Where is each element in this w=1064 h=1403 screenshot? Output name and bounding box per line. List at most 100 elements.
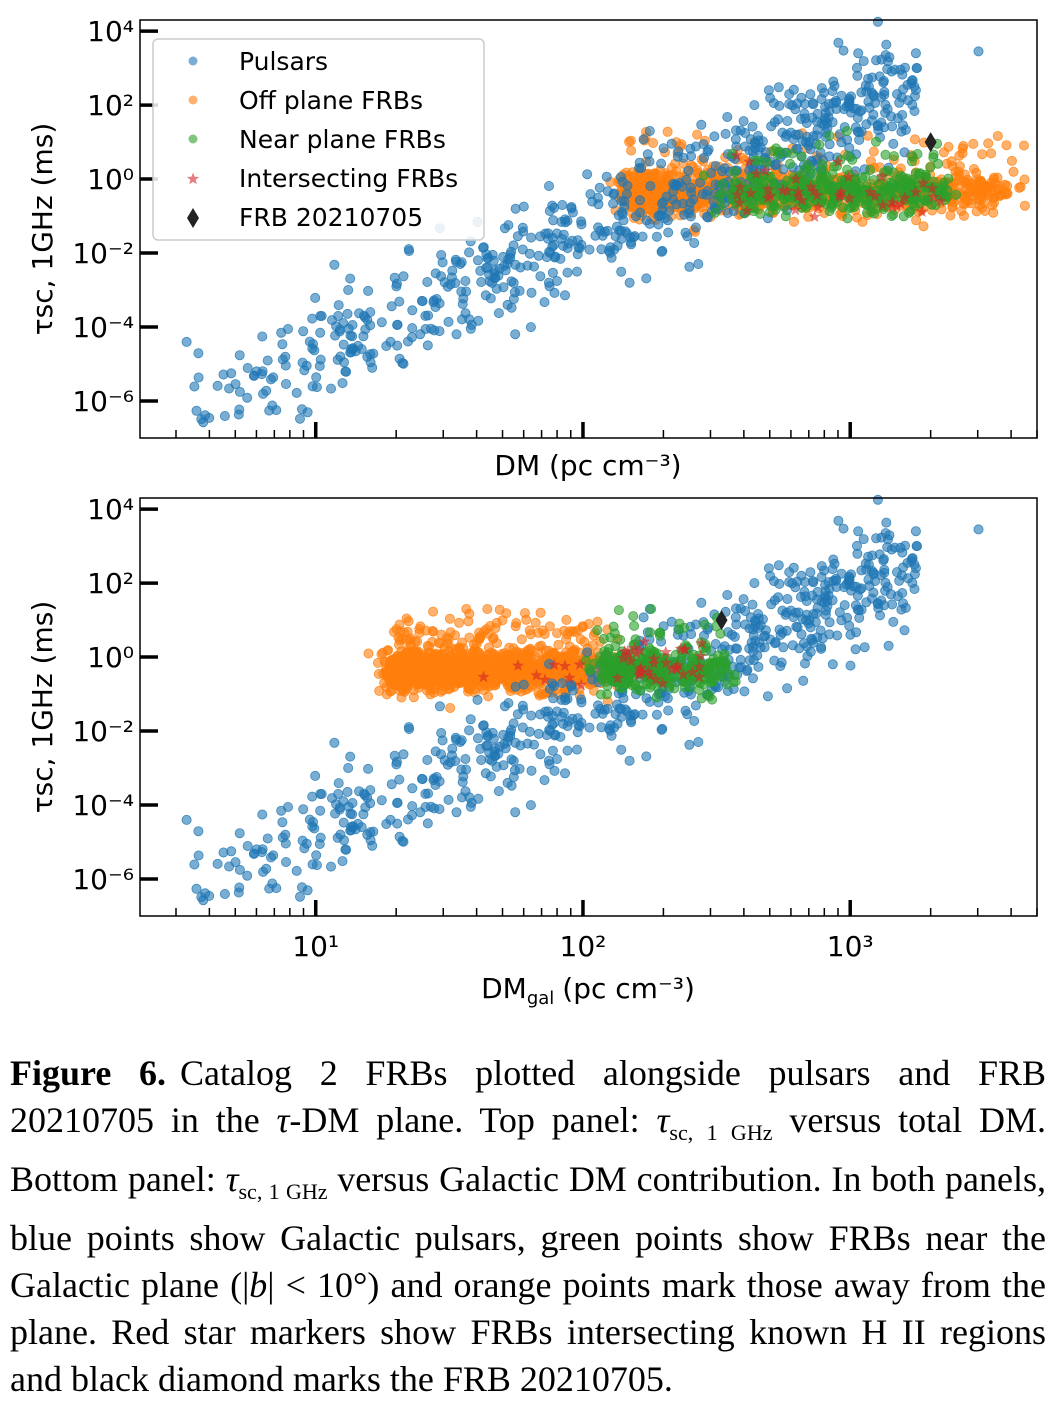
off-plane-frb-point bbox=[662, 126, 673, 137]
pulsar-point bbox=[510, 807, 521, 818]
bottom-x-ticks: 10¹ 10² 10³ bbox=[175, 900, 1038, 963]
pulsar-point bbox=[219, 410, 230, 421]
pulsar-point bbox=[863, 81, 874, 92]
near-plane-frb-point bbox=[730, 676, 741, 687]
pulsar-point bbox=[689, 237, 700, 248]
near-plane-frb-point bbox=[605, 660, 616, 671]
pulsar-point bbox=[234, 864, 245, 875]
off-plane-frb-point bbox=[939, 147, 950, 158]
pulsar-point bbox=[773, 560, 784, 571]
pulsar-point bbox=[768, 576, 779, 587]
legend-off-plane-label: Off plane FRBs bbox=[239, 86, 423, 115]
pulsar-point bbox=[307, 313, 318, 324]
pulsar-point bbox=[234, 350, 245, 361]
pulsar-point bbox=[331, 799, 342, 810]
pulsar-point bbox=[365, 349, 376, 360]
legend-off-plane-marker bbox=[188, 95, 198, 105]
pulsar-point bbox=[909, 106, 920, 117]
pulsar-point bbox=[509, 765, 520, 776]
pulsar-point bbox=[816, 561, 827, 572]
near-plane-frb-point bbox=[720, 663, 731, 674]
pulsar-point bbox=[808, 99, 819, 110]
pulsar-point bbox=[198, 895, 209, 906]
off-plane-frb-point bbox=[636, 179, 647, 190]
pulsar-point bbox=[298, 326, 309, 337]
pulsar-point bbox=[262, 355, 273, 366]
pulsar-point bbox=[748, 646, 759, 657]
off-plane-frb-point bbox=[530, 617, 541, 628]
off-plane-frb-point bbox=[421, 685, 432, 696]
pulsar-point bbox=[445, 757, 456, 768]
pulsar-point bbox=[291, 387, 302, 398]
pulsar-point bbox=[562, 745, 573, 756]
pulsar-point bbox=[478, 242, 489, 253]
pulsar-point bbox=[787, 578, 798, 589]
near-plane-frb-point bbox=[889, 151, 900, 162]
y-tick-label: 10⁻⁶ bbox=[72, 863, 134, 896]
pulsar-point bbox=[212, 858, 223, 869]
pulsar-point bbox=[257, 366, 268, 377]
pulsar-point bbox=[624, 755, 635, 766]
pulsar-point bbox=[365, 307, 376, 318]
pulsar-point bbox=[584, 722, 595, 733]
pulsar-point bbox=[567, 685, 578, 696]
pulsar-point bbox=[544, 281, 555, 292]
legend-near-plane-marker bbox=[188, 134, 198, 144]
top-x-ticks bbox=[175, 422, 1038, 438]
off-plane-frb-point bbox=[423, 647, 434, 658]
pulsar-point bbox=[773, 82, 784, 93]
pulsar-point bbox=[391, 281, 402, 292]
pulsar-point bbox=[677, 181, 688, 192]
pulsar-point bbox=[757, 614, 768, 625]
off-plane-frb-point bbox=[401, 673, 412, 684]
pulsar-point bbox=[333, 789, 344, 800]
pulsar-point bbox=[191, 883, 202, 894]
pulsar-point bbox=[624, 277, 635, 288]
pulsar-point bbox=[218, 847, 229, 858]
off-plane-frb-point bbox=[428, 606, 439, 617]
pulsar-point bbox=[505, 249, 516, 260]
near-plane-frb-point bbox=[802, 160, 813, 171]
pulsar-point bbox=[717, 166, 728, 177]
off-plane-frb-point bbox=[463, 683, 474, 694]
pulsar-point bbox=[363, 285, 374, 296]
pulsar-point bbox=[684, 261, 695, 272]
y-tick-label: 10² bbox=[87, 89, 134, 122]
pulsar-point bbox=[605, 720, 616, 731]
off-plane-frb-point bbox=[988, 207, 999, 218]
off-plane-frb-point bbox=[381, 670, 392, 681]
pulsar-point bbox=[887, 121, 898, 132]
off-plane-frb-point bbox=[445, 677, 456, 688]
pulsar-point bbox=[558, 229, 569, 240]
pulsar-point bbox=[585, 189, 596, 200]
pulsar-point bbox=[750, 621, 761, 632]
pulsar-point bbox=[909, 584, 920, 595]
pulsar-point bbox=[560, 290, 571, 301]
pulsar-point bbox=[311, 850, 322, 861]
near-plane-frb-point bbox=[698, 170, 709, 181]
pulsar-point bbox=[787, 100, 798, 111]
pulsar-point bbox=[502, 736, 513, 747]
pulsar-point bbox=[686, 182, 697, 193]
pulsar-point bbox=[335, 351, 346, 362]
pulsar-point bbox=[394, 296, 405, 307]
pulsar-point bbox=[456, 286, 467, 297]
pulsar-point bbox=[884, 530, 895, 541]
off-plane-frb-point bbox=[868, 146, 879, 157]
near-plane-frb-point bbox=[866, 206, 877, 217]
pulsar-point bbox=[282, 802, 293, 813]
off-plane-frb-point bbox=[578, 622, 589, 633]
off-plane-frb-point bbox=[433, 650, 444, 661]
pulsar-point bbox=[871, 55, 882, 66]
pulsar-point bbox=[617, 207, 628, 218]
pulsar-point bbox=[622, 180, 633, 191]
off-plane-frb-point bbox=[421, 673, 432, 684]
pulsar-point bbox=[637, 709, 648, 720]
pulsar-point bbox=[894, 575, 905, 586]
pulsar-point bbox=[616, 711, 627, 722]
off-plane-frb-point bbox=[454, 617, 465, 628]
pulsar-point bbox=[451, 807, 462, 818]
pulsar-point bbox=[657, 245, 668, 256]
pulsar-point bbox=[445, 279, 456, 290]
near-plane-frb-point bbox=[934, 184, 945, 195]
